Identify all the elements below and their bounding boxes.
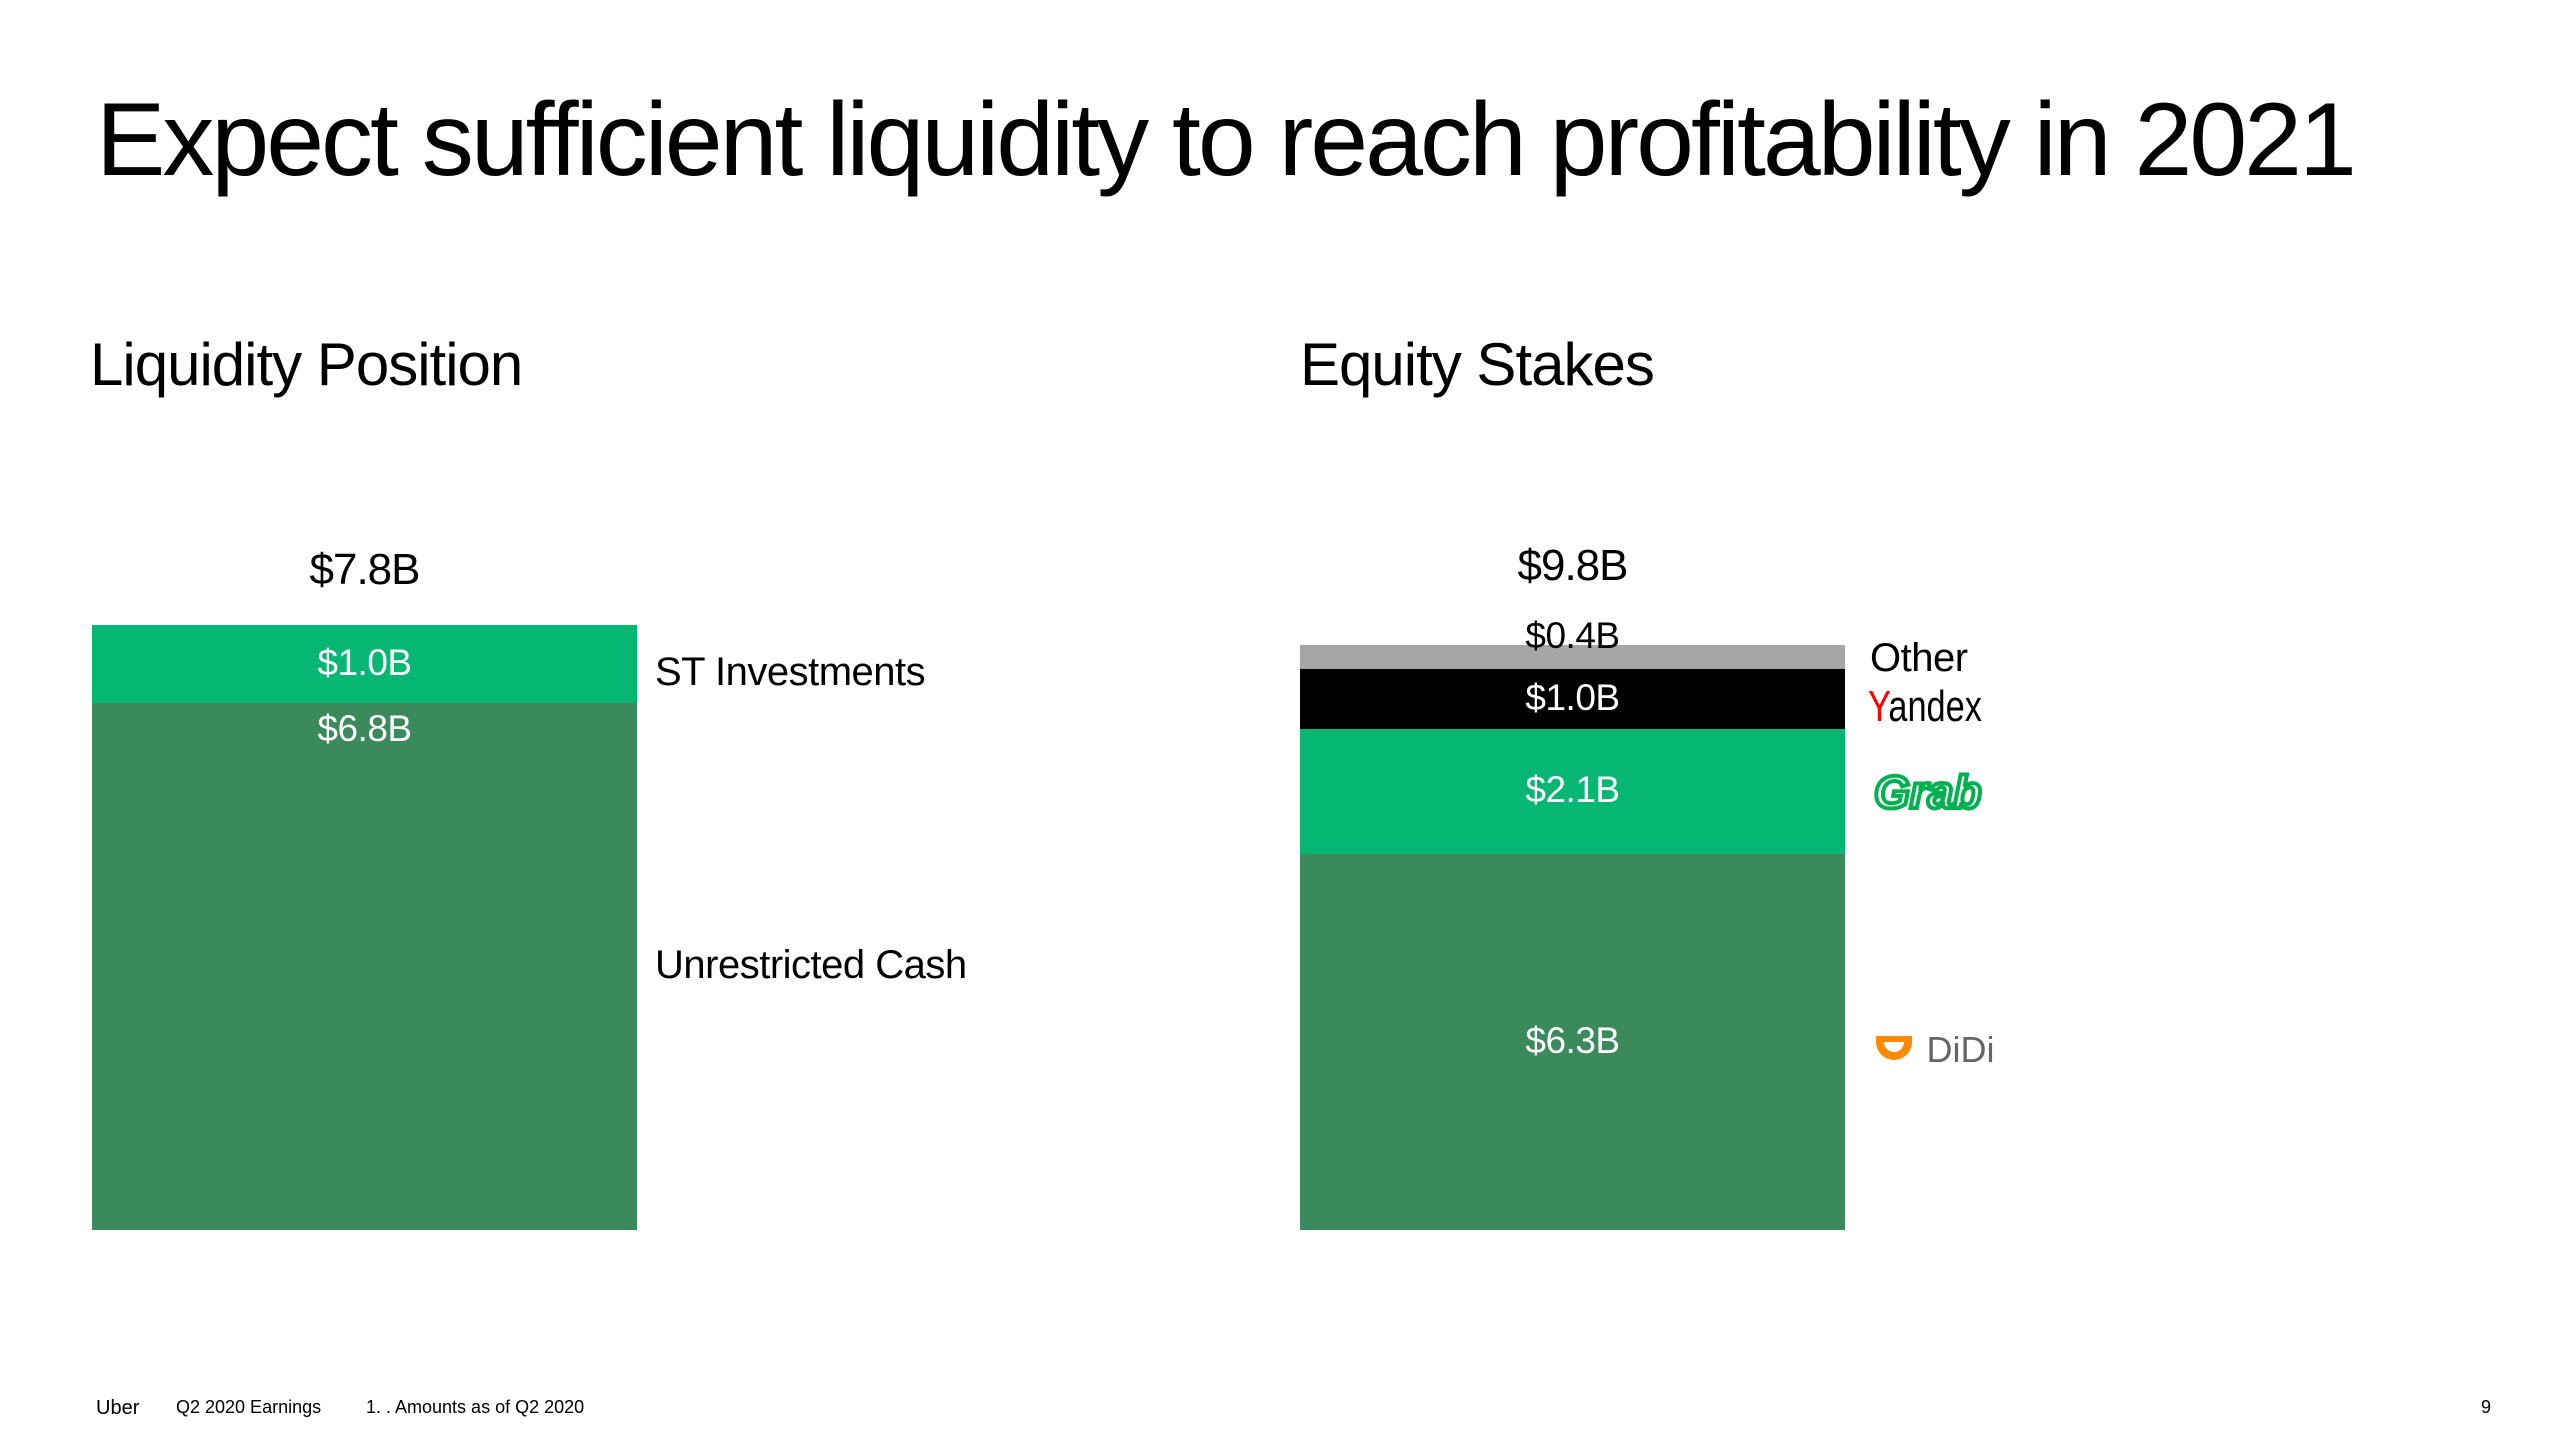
yandex-value-label: $1.0B xyxy=(1525,676,1620,718)
didi-value-label: $6.3B xyxy=(1525,1019,1620,1061)
footer-note: 1. . Amounts as of Q2 2020 xyxy=(366,1397,585,1417)
equity-heading: Equity Stakes xyxy=(1300,331,1655,398)
other-value-label: $0.4B xyxy=(1525,615,1620,656)
liquidity-bar: $1.0B $6.8B xyxy=(92,625,637,1230)
unrestricted-cash-value-label: $6.8B xyxy=(317,707,412,749)
grab-logo-mark: Grab xyxy=(1872,764,1983,820)
equity-total-label: $9.8B xyxy=(1517,541,1629,590)
footer-brand: Uber xyxy=(96,1397,140,1419)
legend-other: Other xyxy=(1870,636,1968,680)
bar-segment-grab xyxy=(1300,728,1845,854)
st-investments-value-label: $1.0B xyxy=(317,641,412,683)
footer-event: Q2 2020 Earnings xyxy=(176,1397,322,1417)
legend-st-investments: ST Investments xyxy=(655,650,926,694)
liquidity-heading: Liquidity Position xyxy=(90,331,523,398)
legend-unrestricted-cash: Unrestricted Cash xyxy=(655,943,967,987)
didi-logo: DiDi xyxy=(1870,1028,1994,1072)
liquidity-total-label: $7.8B xyxy=(309,545,421,594)
equity-bar: $0.4B $1.0B $2.1B $6.3B xyxy=(1300,615,1845,1230)
slide-title: Expect sufficient liquidity to reach pro… xyxy=(96,82,2357,198)
bar-segment-unrestricted-cash xyxy=(92,702,637,1230)
bar-segment-other xyxy=(1300,645,1845,669)
grab-logo: Grab xyxy=(1872,764,1983,823)
svg-text:Grab: Grab xyxy=(1874,768,1981,818)
bar-segment-yandex xyxy=(1300,668,1845,729)
bar-segment-st-investments xyxy=(92,625,637,703)
bar-segment-didi xyxy=(1300,853,1845,1230)
didi-icon xyxy=(1876,1036,1912,1060)
yandex-logo: Yandex xyxy=(1868,682,1982,731)
page-number: 9 xyxy=(2481,1397,2492,1417)
grab-value-label: $2.1B xyxy=(1525,769,1620,811)
